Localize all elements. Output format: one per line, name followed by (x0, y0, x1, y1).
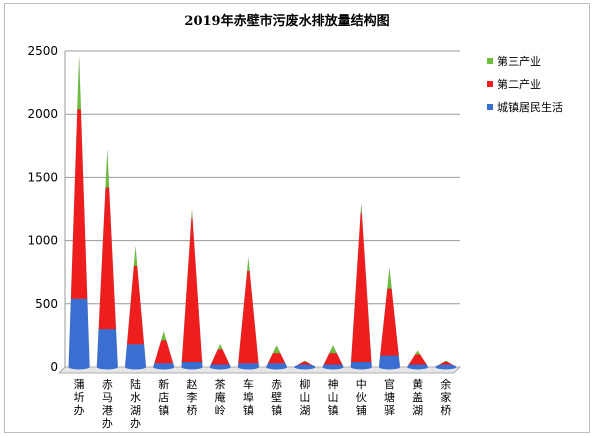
bar-segment (272, 344, 281, 354)
bars (68, 57, 458, 370)
bar-segment (408, 354, 428, 365)
bar-base (407, 364, 429, 370)
x-tick-label: 茶庵岭 (215, 378, 226, 417)
bar-segment (77, 57, 82, 110)
y-tick-label: 2500 (27, 44, 58, 58)
legend-label: 第三产业 (497, 54, 541, 68)
x-tick-label: 神山镇 (328, 377, 339, 417)
bar-segment (267, 352, 286, 364)
bar-segment (237, 270, 259, 364)
chart-frame: 2019年赤壁市污废水排放量结构图 0 500 1000 1500 2000 2500 蒲… (4, 3, 590, 433)
y-tick-label: 1000 (27, 234, 58, 248)
bar-segment (191, 210, 193, 219)
bar-segment (246, 258, 250, 272)
chart-svg: 2019年赤壁市污废水排放量结构图 0 500 1000 1500 2000 2500 蒲… (27, 13, 563, 430)
bar-base (350, 364, 372, 370)
y-tick-label: 2000 (27, 107, 58, 121)
bar-segment (323, 352, 343, 365)
x-tick-label: 车埠镇 (243, 377, 254, 417)
bar-segment (133, 246, 138, 267)
bar-segment (70, 108, 88, 299)
bar-segment (181, 217, 203, 363)
bar-segment (126, 265, 145, 345)
y-tick-label: 500 (35, 297, 58, 311)
bar-segment (414, 350, 421, 355)
legend-label: 城镇居民生活 (497, 100, 563, 114)
y-tick-label: 0 (50, 360, 58, 374)
x-tick-label: 余家桥 (440, 377, 451, 417)
bar-segment (328, 344, 338, 354)
bar-base (322, 364, 344, 370)
bar-base (294, 364, 316, 370)
bar-segment (68, 298, 90, 368)
x-tick-label: 赤马港办 (102, 378, 113, 430)
legend-swatch (487, 81, 493, 87)
legend-swatch (487, 104, 493, 110)
bar-segment (160, 330, 167, 341)
axes: 0 500 1000 1500 2000 2500 (27, 44, 461, 374)
chart-floor (58, 366, 461, 374)
x-tick-label: 赵李桥 (186, 377, 197, 417)
bar-base (378, 364, 400, 370)
bar-segment (98, 187, 117, 330)
bar-segment (442, 360, 449, 363)
x-tick-label: 陆水湖办 (130, 377, 141, 430)
legend-label: 第二产业 (497, 77, 541, 91)
gridlines (65, 50, 460, 305)
x-tick-label: 黄盖湖 (412, 377, 423, 417)
bar-base (68, 364, 90, 370)
bar-base (435, 364, 457, 370)
x-tick-label: 新店镇 (158, 377, 169, 417)
x-tick-label: 官塘驿 (384, 377, 395, 417)
bar-segment (301, 360, 308, 363)
chart-title: 2019年赤壁市污废水排放量结构图 (184, 13, 389, 29)
bar-segment (387, 268, 392, 289)
x-tick-label: 中伙铺 (356, 378, 367, 417)
bar-segment (105, 150, 110, 188)
bar-segment (154, 340, 174, 364)
category-labels: 蒲圻办 赤马港办 陆水湖办 新店镇 赵李桥 茶庵岭 车埠镇 赤壁镇 柳山湖 神山镇 中伙铺 官塘驿 黄盖… (74, 377, 452, 430)
x-tick-label: 柳山湖 (299, 377, 310, 417)
bar-segment (350, 212, 372, 363)
bar-segment (96, 328, 119, 368)
x-tick-label: 赤壁镇 (271, 378, 282, 417)
bar-segment (360, 203, 363, 214)
bar-segment (124, 343, 147, 368)
bar-base (96, 364, 118, 370)
y-tick-label: 1500 (27, 170, 58, 184)
bar-segment (379, 288, 400, 356)
bar-base (209, 364, 231, 370)
bar-segment (217, 343, 223, 350)
bar-base (153, 364, 175, 370)
x-tick-label: 蒲圻办 (74, 377, 85, 417)
bar-segment (210, 349, 230, 365)
bar-base (125, 364, 147, 370)
legend-swatch (487, 58, 493, 64)
bar-base (237, 364, 259, 370)
bar-base (266, 364, 288, 370)
bar-base (181, 364, 203, 370)
